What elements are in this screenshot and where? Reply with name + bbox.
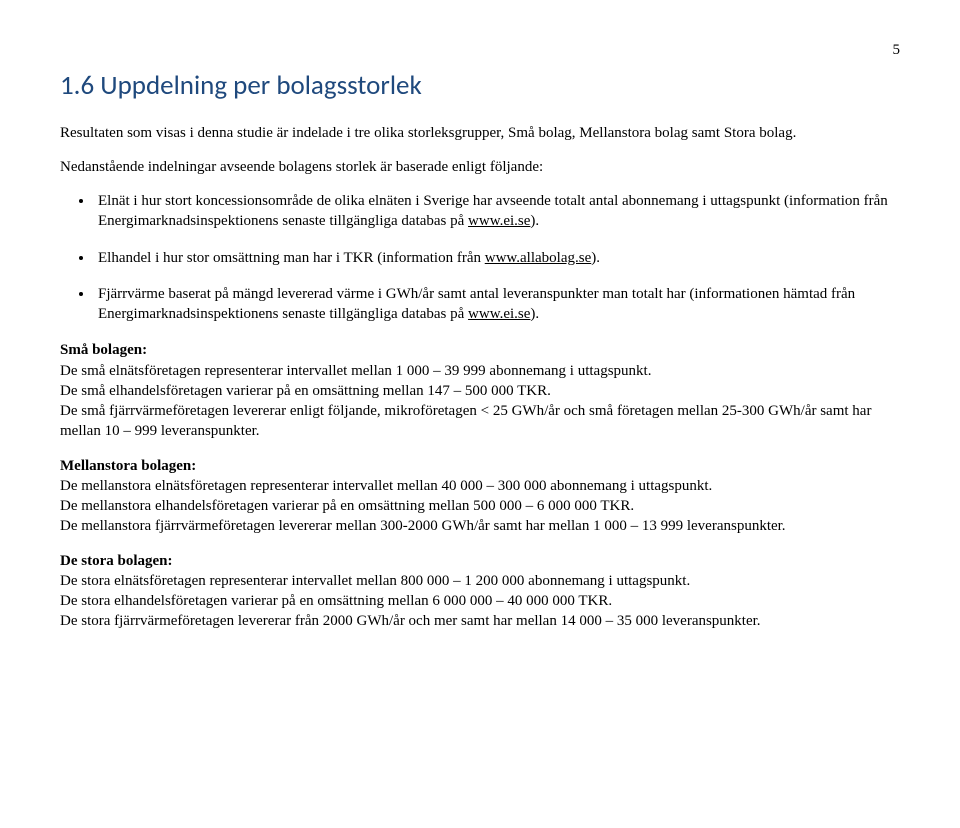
big-companies-section: De stora bolagen: De stora elnätsföretag… xyxy=(60,551,900,632)
mid-label: Mellanstora bolagen: xyxy=(60,456,900,476)
big-label: De stora bolagen: xyxy=(60,551,900,571)
page-number: 5 xyxy=(60,40,900,60)
link-text: www.allabolag.se xyxy=(485,250,592,266)
body-text: De små elnätsföretagen representerar int… xyxy=(60,363,651,379)
small-companies-section: Små bolagen: De små elnätsföretagen repr… xyxy=(60,340,900,441)
small-label: Små bolagen: xyxy=(60,340,900,360)
list-item: Elhandel i hur stor omsättning man har i… xyxy=(94,248,900,268)
body-text: De stora fjärrvärmeföretagen levererar f… xyxy=(60,613,761,629)
list-text: ). xyxy=(530,213,539,229)
body-text: De mellanstora elnätsföretagen represent… xyxy=(60,478,712,494)
body-text: De mellanstora elhandelsföretagen varier… xyxy=(60,498,634,514)
criteria-list: Elnät i hur stort koncessionsområde de o… xyxy=(60,191,900,324)
list-item: Fjärrvärme baserat på mängd levererad vä… xyxy=(94,284,900,325)
lead-paragraph: Nedanstående indelningar avseende bolage… xyxy=(60,157,900,177)
body-text: De små fjärrvärmeföretagen levererar enl… xyxy=(60,403,871,439)
list-text: ). xyxy=(591,250,600,266)
list-text: ). xyxy=(530,306,539,322)
body-text: De små elhandelsföretagen varierar på en… xyxy=(60,383,551,399)
list-text: Elhandel i hur stor omsättning man har i… xyxy=(98,250,485,266)
intro-paragraph: Resultaten som visas i denna studie är i… xyxy=(60,123,900,143)
mid-companies-section: Mellanstora bolagen: De mellanstora elnä… xyxy=(60,456,900,537)
body-text: De mellanstora fjärrvärmeföretagen lever… xyxy=(60,518,786,534)
section-heading: 1.6 Uppdelning per bolagsstorlek xyxy=(60,68,900,104)
link-text: www.ei.se xyxy=(468,213,530,229)
link-text: www.ei.se xyxy=(468,306,530,322)
body-text: De stora elhandelsföretagen varierar på … xyxy=(60,593,612,609)
body-text: De stora elnätsföretagen representerar i… xyxy=(60,573,690,589)
list-item: Elnät i hur stort koncessionsområde de o… xyxy=(94,191,900,232)
